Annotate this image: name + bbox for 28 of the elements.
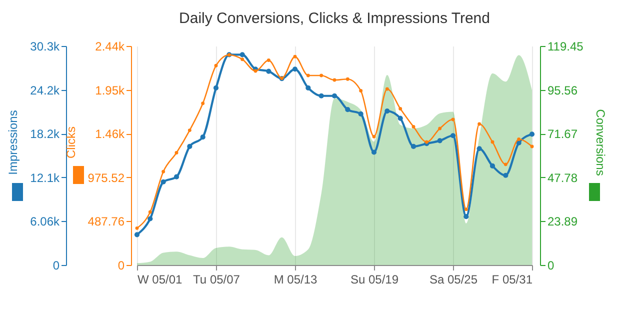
x-tick-label: F 05/31 <box>492 272 533 286</box>
y2-tick-label: 2.44k <box>95 40 126 54</box>
text: Impressions <box>6 110 20 175</box>
y2-tick-label: 0 <box>118 258 125 272</box>
x-tick-label: M 05/13 <box>274 272 318 286</box>
y2-tick-label: 1.46k <box>95 127 126 142</box>
y-tick-label: 30.3k <box>30 40 60 54</box>
y-tick-label: 18.2k <box>30 127 60 142</box>
y-tick-label: 12.1k <box>30 170 60 185</box>
x-tick-label: Su 05/19 <box>350 272 399 286</box>
y2-tick-label: 487.76 <box>88 214 125 229</box>
y-tick-label: 6.06k <box>30 214 60 229</box>
x-tick-label: Tu 05/07 <box>193 272 240 286</box>
y3-tick-label: 71.67 <box>548 127 578 142</box>
y3-tick-label: 95.56 <box>548 83 578 98</box>
x-tick-label: Sa 05/25 <box>429 272 478 286</box>
x-tick-label: W 05/01 <box>138 272 183 286</box>
y3-tick-label: 23.89 <box>548 214 578 229</box>
y3-tick-label: 47.78 <box>548 170 578 185</box>
y3-tick-label: 119.45 <box>548 40 584 54</box>
y3-tick-label: 0 <box>548 258 554 272</box>
text: Clicks <box>64 126 78 158</box>
y-tick-label: 0 <box>52 258 60 272</box>
y2-tick-label: 975.52 <box>88 170 125 185</box>
text: Conversions <box>593 109 608 176</box>
y2-tick-label: 1.95k <box>95 83 126 98</box>
y-tick-label: 24.2k <box>30 83 60 98</box>
chart-title: Daily Conversions, Clicks & Impressions Trend <box>179 10 490 27</box>
